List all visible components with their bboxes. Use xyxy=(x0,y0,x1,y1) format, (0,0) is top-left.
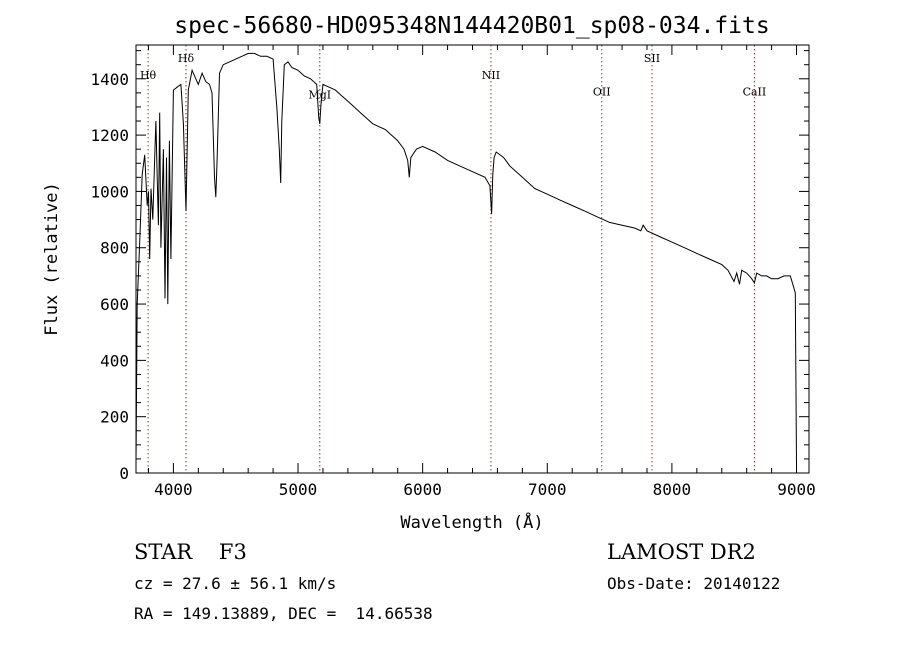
y-tick-label-2: 400 xyxy=(100,351,129,370)
spectral-line-markers: Hθ Hδ MgI NII OII SII CaII xyxy=(140,45,766,473)
line-label-4: OII xyxy=(593,86,611,99)
line-label-5: SII xyxy=(644,52,660,65)
x-tick-label-2: 6000 xyxy=(403,480,442,499)
y-tick-label-5: 1000 xyxy=(90,182,129,201)
spectrum-line xyxy=(135,52,797,465)
y-tick-label-1: 200 xyxy=(100,408,129,427)
x-tick-label-5: 9000 xyxy=(777,480,816,499)
y-tick-label-4: 800 xyxy=(100,239,129,258)
plot-frame xyxy=(135,44,810,474)
x-axis-label: Wavelength (Å) xyxy=(400,511,543,533)
y-tick-label-0: 0 xyxy=(119,464,129,483)
observation-date: Obs-Date: 20140122 xyxy=(607,574,781,593)
line-label-0: Hθ xyxy=(140,69,157,82)
y-tick-label-7: 1400 xyxy=(90,70,129,89)
line-label-2: MgI xyxy=(309,89,332,102)
x-tick-label-1: 5000 xyxy=(279,480,318,499)
y-tick-label-6: 1200 xyxy=(90,126,129,145)
x-tick-label-4: 8000 xyxy=(653,480,692,499)
line-label-3: NII xyxy=(482,69,500,82)
line-label-1: Hδ xyxy=(178,52,195,65)
y-axis: 0 200 400 600 800 1000 1200 1400 xyxy=(90,50,809,483)
object-class: STAR F3 xyxy=(134,540,247,564)
x-axis: 4000 5000 6000 7000 8000 9000 xyxy=(147,45,816,499)
line-label-6: CaII xyxy=(743,86,767,99)
x-tick-label-0: 4000 xyxy=(154,480,193,499)
spectrum-chart: spec-56680-HD095348N144420B01_sp08-034.f… xyxy=(42,13,816,533)
redshift-cz: cz = 27.6 ± 56.1 km/s xyxy=(134,574,337,593)
x-tick-label-3: 7000 xyxy=(528,480,567,499)
y-axis-label: Flux (relative) xyxy=(42,182,62,336)
survey-name: LAMOST DR2 xyxy=(607,540,756,564)
chart-title: spec-56680-HD095348N144420B01_sp08-034.f… xyxy=(174,13,769,39)
y-tick-label-3: 600 xyxy=(100,295,129,314)
ra-dec: RA = 149.13889, DEC = 14.66538 xyxy=(134,604,433,623)
